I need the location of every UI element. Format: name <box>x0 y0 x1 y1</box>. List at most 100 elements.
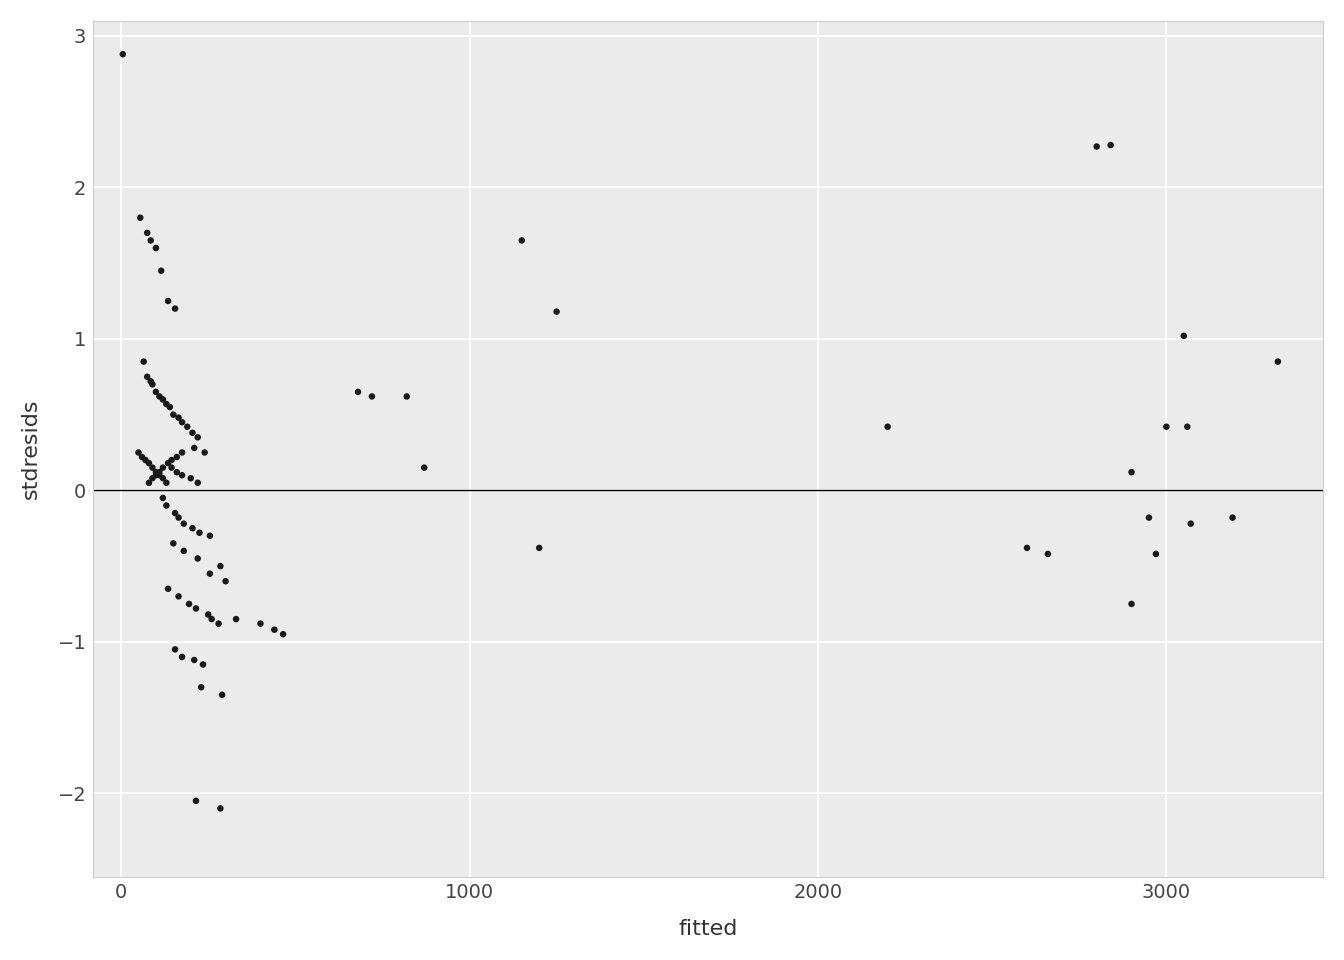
Point <box>1016 540 1038 556</box>
Point <box>141 376 163 392</box>
Point <box>138 455 160 470</box>
Point <box>199 528 220 543</box>
Point <box>181 425 203 441</box>
Point <box>168 410 190 425</box>
Point <box>1176 420 1198 435</box>
Point <box>185 601 207 616</box>
Point <box>152 491 173 506</box>
Point <box>176 420 198 435</box>
Point <box>208 616 230 632</box>
Point <box>163 536 184 551</box>
Point <box>134 452 156 468</box>
Point <box>173 543 195 559</box>
Point <box>128 444 149 460</box>
Point <box>129 210 151 226</box>
Point <box>167 465 188 480</box>
Point <box>1156 420 1177 435</box>
Point <box>180 470 202 486</box>
Point <box>145 468 167 483</box>
Point <box>263 622 285 637</box>
Point <box>173 516 195 531</box>
Point <box>171 444 192 460</box>
Point <box>1086 139 1107 155</box>
Point <box>184 652 206 667</box>
Point <box>188 525 210 540</box>
Point <box>159 399 180 415</box>
Point <box>546 304 567 320</box>
Point <box>151 263 172 278</box>
Point <box>141 470 163 486</box>
Point <box>1222 510 1243 525</box>
Point <box>1138 510 1160 525</box>
Point <box>187 551 208 566</box>
Point <box>211 687 233 703</box>
Point <box>137 369 159 384</box>
Point <box>152 470 173 486</box>
Point <box>187 475 208 491</box>
Point <box>179 596 200 612</box>
Point <box>152 392 173 407</box>
Point <box>145 465 167 480</box>
Point <box>414 460 435 475</box>
Point <box>191 680 212 695</box>
Point <box>511 232 532 248</box>
Point <box>1173 328 1195 344</box>
Point <box>199 566 220 582</box>
Point <box>163 407 184 422</box>
Point <box>362 389 383 404</box>
Point <box>876 420 898 435</box>
Point <box>215 573 237 588</box>
Point <box>210 559 231 574</box>
Point <box>140 232 161 248</box>
Point <box>145 240 167 255</box>
Point <box>145 384 167 399</box>
Point <box>149 468 171 483</box>
Point <box>250 616 271 632</box>
Point <box>157 455 179 470</box>
Point <box>192 657 214 672</box>
Point <box>1121 465 1142 480</box>
Point <box>198 607 219 622</box>
Point <box>112 46 133 61</box>
Y-axis label: stdresids: stdresids <box>22 398 40 499</box>
Point <box>1145 546 1167 562</box>
Point <box>168 510 190 525</box>
Point <box>396 389 418 404</box>
Point <box>528 540 550 556</box>
Point <box>156 498 177 514</box>
Point <box>168 588 190 604</box>
Point <box>164 300 185 316</box>
Point <box>149 389 171 404</box>
Point <box>141 460 163 475</box>
Point <box>161 460 183 475</box>
Point <box>157 581 179 596</box>
Point <box>140 373 161 389</box>
Point <box>157 294 179 309</box>
Point <box>156 475 177 491</box>
Point <box>156 396 177 412</box>
Point <box>194 444 215 460</box>
Point <box>164 641 185 657</box>
Point <box>1180 516 1202 531</box>
Point <box>149 465 171 480</box>
Point <box>1038 546 1059 562</box>
Point <box>184 441 206 456</box>
Point <box>138 475 160 491</box>
Point <box>1099 137 1121 153</box>
Point <box>181 520 203 536</box>
Point <box>171 415 192 430</box>
Point <box>132 449 153 465</box>
Point <box>187 430 208 445</box>
Point <box>200 612 222 627</box>
X-axis label: fitted: fitted <box>679 919 738 939</box>
Point <box>226 612 247 627</box>
Point <box>185 793 207 808</box>
Point <box>347 384 368 399</box>
Point <box>171 468 192 483</box>
Point <box>164 505 185 520</box>
Point <box>167 449 188 465</box>
Point <box>152 460 173 475</box>
Point <box>133 354 155 370</box>
Point <box>171 649 192 664</box>
Point <box>273 627 294 642</box>
